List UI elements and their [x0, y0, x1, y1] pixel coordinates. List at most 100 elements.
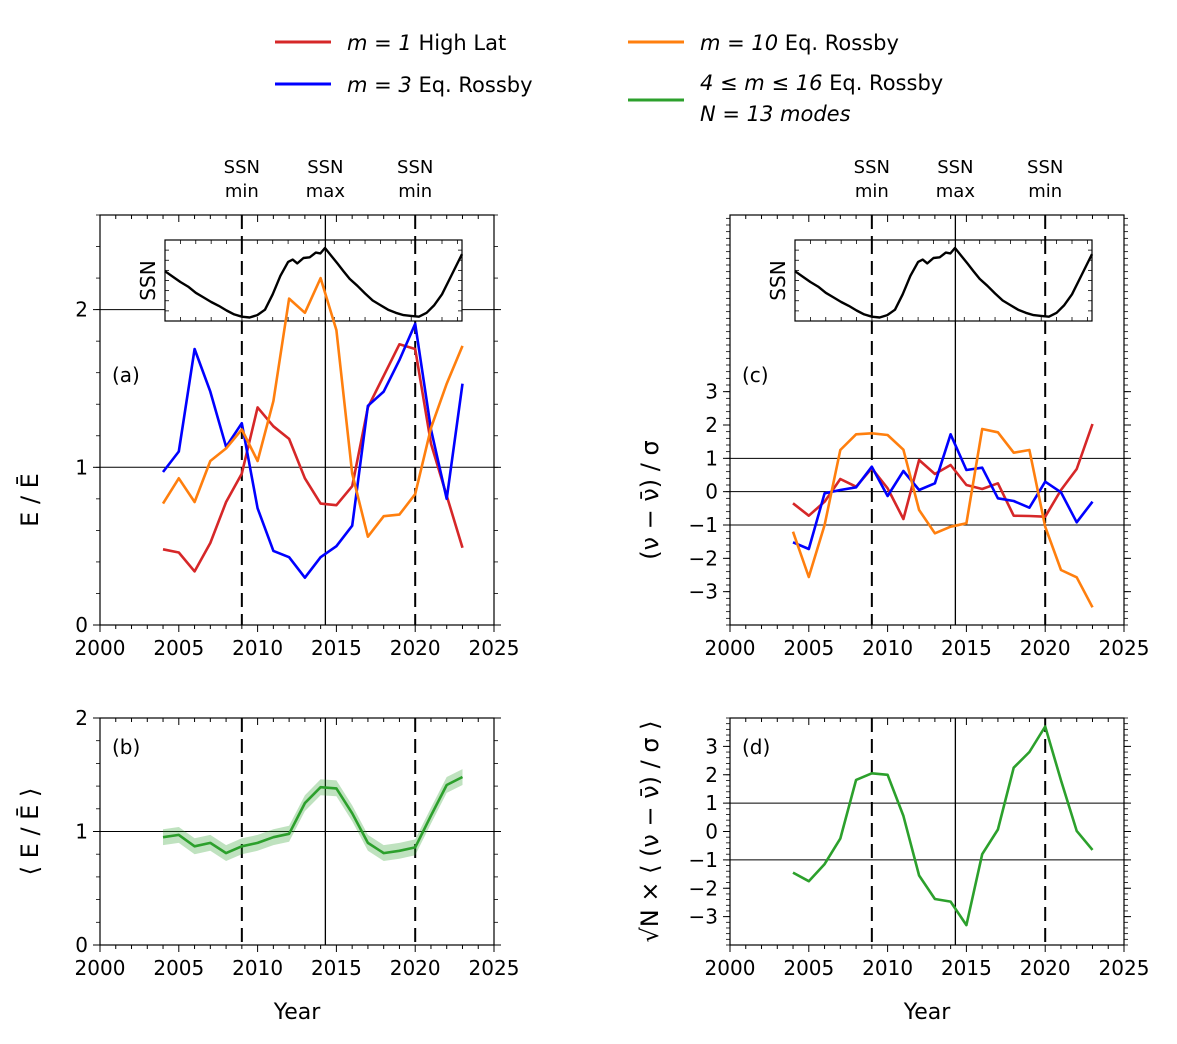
- x-tick-label: 2000: [75, 956, 126, 980]
- x-tick-label: 2020: [1020, 636, 1071, 660]
- y-tick-label: −3: [689, 905, 718, 929]
- x-tick-label: 2000: [705, 636, 756, 660]
- x-axis-label: Year: [903, 1000, 952, 1025]
- y-tick-label: 1: [705, 791, 718, 815]
- y-tick-label: 2: [705, 763, 718, 787]
- uncertainty-band: [163, 769, 463, 861]
- series-line: [161, 322, 464, 579]
- axes-frame: [729, 214, 1125, 626]
- legend-label: m = 10 Eq. Rossby: [700, 31, 899, 55]
- series-line: [162, 775, 464, 855]
- y-tick-label: −2: [689, 546, 718, 570]
- series-line: [792, 423, 1094, 521]
- y-tick-label: 0: [705, 820, 718, 844]
- x-tick-label: 2015: [941, 956, 992, 980]
- panel-a: 2000 2005 2010 2015 2020 2025 0 1 2 SSN SSN min SSN m…: [15, 157, 519, 660]
- x-tick-label: 2005: [153, 956, 204, 980]
- axes-frame: [99, 214, 495, 626]
- x-tick-label: 2005: [783, 956, 834, 980]
- series-line: [161, 276, 464, 538]
- series-line: [792, 433, 1094, 551]
- x-tick-label: 2015: [941, 636, 992, 660]
- legend-label: m = 3 Eq. Rossby: [347, 73, 533, 97]
- series-line: [792, 725, 1094, 927]
- ssn-marker-label: SSN: [854, 157, 890, 178]
- x-tick-label: 2005: [783, 636, 834, 660]
- y-tick-label: 2: [705, 413, 718, 437]
- panel-label: (b): [112, 735, 140, 759]
- ssn-inset-frame: [794, 239, 1093, 322]
- x-tick-label: 2000: [705, 956, 756, 980]
- x-tick-label: 2020: [1020, 956, 1071, 980]
- ssn-marker-label: max: [306, 181, 346, 202]
- legend-label: 4 ≤ m ≤ 16 Eq. Rossby: [700, 71, 943, 95]
- x-tick-label: 2020: [390, 636, 441, 660]
- y-tick-label: 1: [75, 455, 88, 479]
- x-tick-label: 2010: [232, 636, 283, 660]
- y-tick-label: 3: [705, 734, 718, 758]
- y-tick-label: 2: [75, 706, 88, 730]
- panel-label: (a): [112, 363, 140, 387]
- y-axis-label: E / Ē: [15, 473, 44, 527]
- ssn-marker-label: min: [1028, 181, 1062, 202]
- ssn-marker-label: SSN: [937, 157, 973, 178]
- ssn-marker-label: SSN: [1027, 157, 1063, 178]
- ssn-marker-label: SSN: [307, 157, 343, 178]
- y-axis-label: ⟨ E / Ē ⟩: [15, 788, 44, 876]
- legend-label-text: Eq. Rossby: [822, 71, 943, 95]
- x-tick-label: 2010: [862, 956, 913, 980]
- ssn-inset-ylabel: SSN: [766, 260, 790, 300]
- ssn-marker-label: SSN: [224, 157, 260, 178]
- ssn-marker-label: min: [855, 181, 889, 202]
- ssn-curve: [794, 246, 1094, 319]
- y-tick-label: 0: [705, 480, 718, 504]
- series-line: [791, 427, 1094, 608]
- ssn-marker-label: min: [398, 181, 432, 202]
- legend-label-line2: N = 13 modes: [700, 102, 851, 126]
- x-tick-label: 2015: [311, 956, 362, 980]
- y-tick-label: 3: [705, 380, 718, 404]
- ssn-curve: [164, 246, 464, 319]
- x-tick-label: 2025: [469, 956, 520, 980]
- legend-label-math: m = 10: [700, 31, 778, 55]
- legend-label-math: 4 ≤ m ≤ 16: [700, 71, 822, 95]
- y-tick-label: −1: [689, 848, 718, 872]
- panel-c: 2000 2005 2010 2015 2020 2025 −3 −2 −1 0 1 2 3 SSN SSN…: [636, 157, 1149, 660]
- x-tick-label: 2025: [1099, 956, 1150, 980]
- y-tick-label: 1: [705, 446, 718, 470]
- y-tick-label: −3: [689, 580, 718, 604]
- ssn-marker-label: min: [225, 181, 259, 202]
- y-tick-label: 0: [75, 613, 88, 637]
- x-tick-label: 2025: [1099, 636, 1150, 660]
- ssn-inset-ylabel: SSN: [136, 260, 160, 300]
- ssn-marker-label: max: [936, 181, 976, 202]
- x-axis-label: Year: [273, 1000, 322, 1025]
- x-tick-label: 2010: [232, 956, 283, 980]
- x-tick-label: 2025: [469, 636, 520, 660]
- legend-label-text: Eq. Rossby: [412, 73, 533, 97]
- series-line: [162, 343, 464, 573]
- x-tick-label: 2005: [153, 636, 204, 660]
- y-axis-label: √N × ⟨ (ν − ν̄) / σ ⟩: [636, 720, 664, 942]
- ssn-inset-frame: [164, 239, 463, 322]
- x-tick-label: 2020: [390, 956, 441, 980]
- y-tick-label: −1: [689, 513, 718, 537]
- legend-label: m = 1 High Lat: [347, 31, 506, 55]
- panel-d: 2000 2005 2010 2015 2020 2025 −3 −2 −1 0 1 2 3 (d) √N …: [636, 717, 1150, 1025]
- legend-label-math: m = 3: [347, 73, 412, 97]
- axes-frame: [729, 717, 1125, 946]
- y-tick-label: −2: [689, 876, 718, 900]
- legend-label-text: Eq. Rossby: [778, 31, 899, 55]
- x-tick-label: 2015: [311, 636, 362, 660]
- x-tick-label: 2010: [862, 636, 913, 660]
- y-axis-label: (ν − ν̄) / σ: [636, 440, 664, 559]
- panel-label: (c): [742, 363, 769, 387]
- y-tick-label: 1: [75, 820, 88, 844]
- legend-label-math: m = 1: [347, 31, 412, 55]
- panel-b: 2000 2005 2010 2015 2020 2025 0 1 2 (b) ⟨ E / Ē ⟩ Y…: [15, 706, 519, 1025]
- legend-label-text: High Lat: [412, 31, 506, 55]
- x-tick-label: 2000: [75, 636, 126, 660]
- ssn-marker-label: SSN: [397, 157, 433, 178]
- y-tick-label: 2: [75, 298, 88, 322]
